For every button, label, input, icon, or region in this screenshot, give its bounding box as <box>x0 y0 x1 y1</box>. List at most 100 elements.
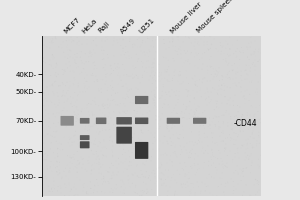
Point <box>248 70 252 73</box>
Point <box>113 103 118 106</box>
Point <box>135 174 140 178</box>
Point <box>111 39 116 42</box>
Point <box>52 56 57 59</box>
Point <box>147 37 152 41</box>
Point <box>117 141 122 144</box>
Point <box>140 148 145 151</box>
Point <box>124 123 129 126</box>
Point <box>253 69 257 72</box>
Point <box>132 154 137 157</box>
Point <box>230 161 235 164</box>
Point <box>242 78 247 81</box>
Point <box>134 117 138 121</box>
Point <box>152 191 157 194</box>
Point <box>257 142 262 145</box>
Point <box>215 91 220 94</box>
Point <box>162 182 167 185</box>
Point <box>162 174 167 177</box>
Point <box>42 158 46 161</box>
Point <box>224 59 228 63</box>
Point <box>92 67 97 71</box>
Point <box>101 177 106 180</box>
Point <box>189 152 194 155</box>
Point <box>242 97 247 100</box>
Point <box>98 149 103 152</box>
Point <box>120 37 125 40</box>
Point <box>92 168 97 171</box>
Point <box>63 55 68 59</box>
Point <box>191 115 196 118</box>
Point <box>110 139 115 142</box>
Point <box>171 173 176 176</box>
Point <box>242 117 246 120</box>
Point <box>188 140 192 143</box>
Point <box>118 179 123 182</box>
Point <box>113 92 118 95</box>
Point <box>250 131 255 134</box>
Point <box>215 144 220 147</box>
Point <box>211 117 216 120</box>
Point <box>189 108 194 111</box>
Point <box>92 162 97 165</box>
Point <box>225 53 230 56</box>
Point <box>171 57 176 60</box>
Point <box>169 140 174 143</box>
Point <box>181 128 186 131</box>
Point <box>207 123 212 126</box>
Point <box>129 128 134 131</box>
Point <box>108 102 112 106</box>
Point <box>88 49 92 53</box>
Point <box>166 91 171 94</box>
Point <box>91 39 96 42</box>
Point <box>122 53 127 56</box>
Point <box>161 56 166 59</box>
Point <box>185 90 190 93</box>
Point <box>85 87 90 90</box>
Point <box>139 153 144 156</box>
Point <box>116 135 120 139</box>
Point <box>223 182 228 185</box>
Point <box>206 160 211 163</box>
Point <box>136 176 141 179</box>
Point <box>210 151 215 154</box>
Point <box>133 93 138 96</box>
Point <box>158 118 162 122</box>
Point <box>82 77 87 80</box>
Point <box>148 159 153 162</box>
Point <box>144 146 149 149</box>
Point <box>186 156 191 159</box>
Point <box>238 129 243 132</box>
Point <box>123 51 128 54</box>
Point <box>239 146 244 149</box>
Point <box>107 166 112 169</box>
Point <box>55 129 59 133</box>
Point <box>109 94 114 97</box>
Point <box>40 107 45 111</box>
Point <box>190 140 195 143</box>
Point <box>143 155 148 159</box>
Point <box>40 105 45 108</box>
Point <box>172 59 177 63</box>
Point <box>143 155 148 158</box>
Point <box>228 54 232 57</box>
Point <box>92 139 97 142</box>
Point <box>138 176 142 179</box>
Point <box>99 172 103 175</box>
Point <box>240 172 244 175</box>
FancyBboxPatch shape <box>167 118 180 124</box>
Point <box>170 40 175 43</box>
Point <box>197 112 202 115</box>
Point <box>225 85 230 89</box>
Point <box>65 97 70 101</box>
Point <box>61 122 66 125</box>
Point <box>152 131 157 134</box>
Point <box>154 129 159 132</box>
Point <box>212 108 217 111</box>
Point <box>111 189 116 192</box>
Point <box>116 170 121 174</box>
Point <box>205 79 210 83</box>
Point <box>174 112 179 115</box>
Point <box>209 65 214 68</box>
Point <box>245 48 250 51</box>
Point <box>95 190 100 194</box>
